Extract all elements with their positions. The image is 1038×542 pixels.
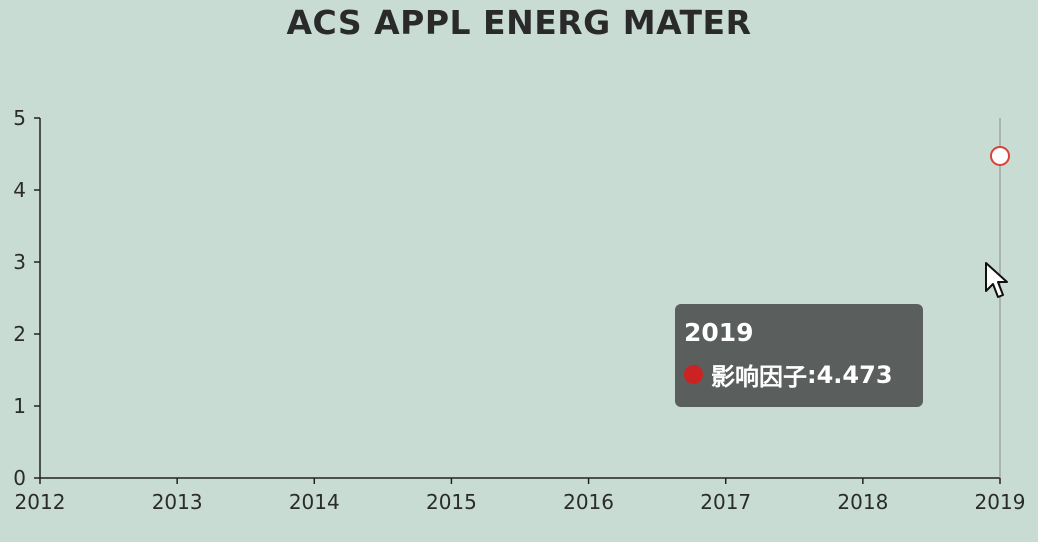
x-tick-label: 2015 — [426, 490, 477, 514]
tooltip-value: 4.473 — [816, 360, 893, 389]
tooltip-series-label: 影响因子 — [711, 363, 807, 391]
tooltip-row: 影响因子: 4.473 — [684, 357, 923, 392]
tooltip-title: 2019 — [684, 318, 754, 347]
tooltip: 2019 影响因子: 4.473 — [675, 304, 923, 407]
y-tick-label: 5 — [13, 106, 26, 130]
x-tick-label: 2018 — [837, 490, 888, 514]
x-tick-label: 2013 — [152, 490, 203, 514]
data-point[interactable] — [990, 145, 1010, 166]
x-axis: 2012 2013 2014 2015 2016 2017 2018 2019 — [15, 477, 1026, 514]
tooltip-series-dot — [684, 365, 703, 384]
x-tick-label: 2017 — [700, 490, 751, 514]
data-points[interactable] — [990, 145, 1010, 166]
chart-title: ACS APPL ENERG MATER — [286, 3, 752, 42]
y-tick-label: 1 — [13, 394, 26, 418]
x-tick-label: 2019 — [975, 490, 1026, 514]
x-tick-label: 2012 — [15, 490, 66, 514]
x-tick-label: 2014 — [289, 490, 340, 514]
mouse-pointer-icon — [985, 262, 1008, 298]
x-tick-label: 2016 — [563, 490, 614, 514]
y-tick-label: 4 — [13, 178, 26, 202]
tooltip-separator: : — [807, 360, 817, 389]
y-tick-label: 3 — [13, 250, 26, 274]
y-tick-label: 2 — [13, 322, 26, 346]
y-axis: 0 1 2 3 4 5 — [13, 106, 41, 490]
y-tick-label: 0 — [13, 466, 26, 490]
